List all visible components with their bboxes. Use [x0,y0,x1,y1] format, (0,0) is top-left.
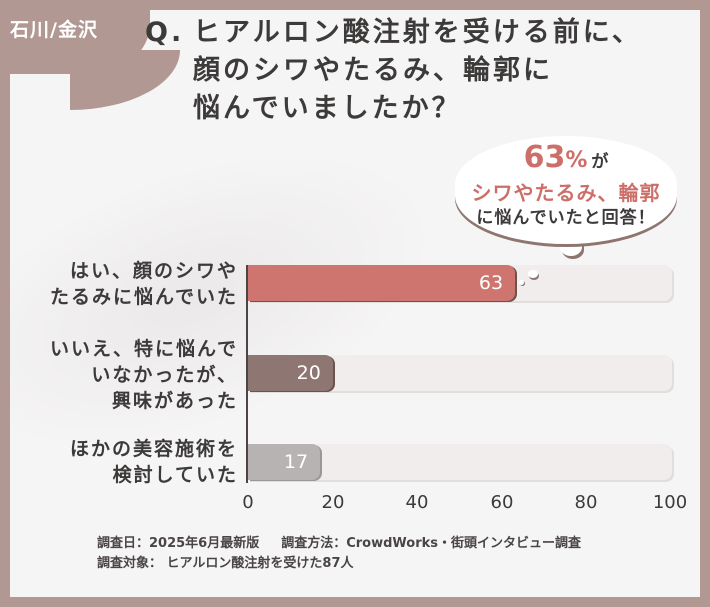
category-label-no-interested: いいえ、特に悩んで いなかったが、 興味があった [49,338,238,412]
bar-other-treatment: 17 [248,444,321,480]
x-tick: 60 [490,492,514,513]
y-axis-line [246,265,248,483]
x-tick: 40 [405,492,429,513]
x-axis-ticks: 0 20 40 60 80 100 [0,492,710,516]
bar-row-yes: 63 [248,265,672,301]
region-label: 石川/金沢 [10,19,98,41]
question-line-1: Q. ヒアルロン酸注射を受ける前に、 [145,14,642,52]
callout-line-2: シワやたるみ、輪郭 [471,181,661,205]
callout-bubble: 63% が シワやたるみ、輪郭 に悩んでいたと回答！ [455,136,677,244]
survey-method: 調査方法：CrowdWorks・街頭インタビュー調査 [281,536,582,551]
callout-line-3: に悩んでいたと回答！ [476,208,656,228]
x-tick: 20 [321,492,345,513]
survey-target: 調査対象： ヒアルロン酸注射を受けた87人 [97,556,354,571]
question-title: Q. ヒアルロン酸注射を受ける前に、 顔のシワやたるみ、輪郭に 悩んでいましたか？ [145,14,642,128]
question-line-2: 顔のシワやたるみ、輪郭に [193,55,553,86]
callout-dot-large [528,270,538,278]
bar-row-no-interested: 20 [248,355,672,391]
infographic-card [10,10,700,597]
category-label-yes: はい、顔のシワや たるみに悩んでいた [49,260,238,308]
bar-no-interested: 20 [248,355,333,391]
bar-yes: 63 [248,265,516,301]
footer-line-1: 調査日：2025年6月最新版 調査方法：CrowdWorks・街頭インタビュー調査 [97,534,581,554]
x-tick: 80 [574,492,598,513]
question-line-3: 悩んでいましたか？ [193,93,462,124]
callout-percent: 63% が [523,140,609,175]
survey-date: 調査日：2025年6月最新版 [97,536,260,551]
x-tick: 100 [652,492,688,513]
callout-dot-small [519,280,524,285]
bar-row-other-treatment: 17 [248,444,672,480]
category-label-other-treatment: ほかの美容施術を 検討していた [69,438,238,486]
question-prefix: Q. [145,17,185,48]
survey-footer: 調査日：2025年6月最新版 調査方法：CrowdWorks・街頭インタビュー調査… [97,534,581,574]
x-tick: 0 [242,492,254,513]
